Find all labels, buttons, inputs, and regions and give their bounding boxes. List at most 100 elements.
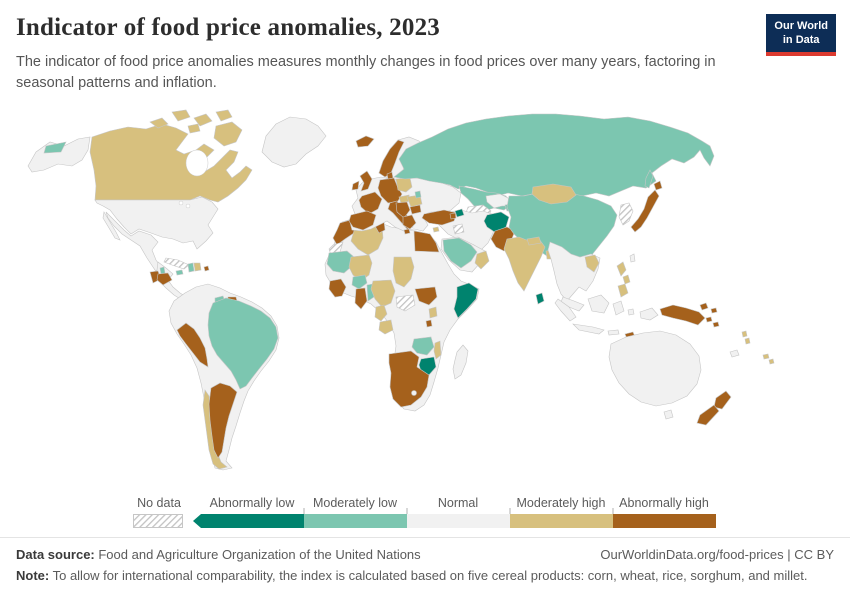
country-puerto-rico[interactable] — [203, 265, 210, 272]
country-armenia[interactable] — [449, 212, 457, 220]
country-cameroon[interactable] — [374, 304, 388, 322]
country-new-caledonia[interactable] — [729, 349, 740, 358]
legend-swatch-normal[interactable] — [407, 514, 510, 528]
country-mexico-baja[interactable] — [102, 211, 121, 241]
country-dominican-republic[interactable] — [193, 262, 202, 272]
country-egypt[interactable] — [413, 230, 440, 253]
country-vanuatu-1[interactable] — [741, 330, 748, 338]
country-indonesia-java[interactable] — [572, 323, 605, 335]
country-solomon-1[interactable] — [705, 316, 713, 323]
country-indonesia-moluccas[interactable] — [627, 308, 635, 316]
country-serbia[interactable] — [395, 201, 411, 219]
country-vanuatu-2[interactable] — [744, 337, 751, 345]
country-japan-hokkaido[interactable] — [653, 180, 663, 191]
country-zambia[interactable] — [411, 336, 435, 356]
country-new-zealand-south[interactable] — [696, 404, 720, 426]
country-peru[interactable] — [176, 322, 209, 368]
legend-swatch-abnormally-high[interactable] — [613, 514, 716, 528]
country-ghana[interactable] — [354, 287, 368, 310]
country-malawi[interactable] — [433, 340, 442, 360]
country-bulgaria[interactable] — [409, 204, 422, 215]
country-saudi-arabia[interactable] — [442, 237, 478, 269]
country-haiti[interactable] — [187, 262, 195, 273]
country-burkina-faso[interactable] — [351, 274, 368, 290]
legend-swatch-moderately-low[interactable] — [304, 514, 407, 528]
country-oman[interactable] — [474, 250, 490, 270]
country-greece[interactable] — [402, 214, 417, 230]
country-denmark[interactable] — [386, 171, 394, 180]
country-somalia[interactable] — [453, 282, 479, 319]
country-russia[interactable] — [393, 113, 715, 197]
country-mauritania[interactable] — [326, 250, 355, 274]
country-guinea[interactable] — [328, 278, 347, 298]
country-indonesia-sulawesi[interactable] — [612, 300, 625, 316]
country-sri-lanka[interactable] — [535, 292, 545, 305]
country-fiji-1[interactable] — [762, 353, 770, 360]
country-north-korea[interactable] — [618, 202, 634, 226]
country-syria[interactable] — [452, 223, 465, 235]
country-japan-honshu[interactable] — [630, 189, 660, 233]
country-canada-island1[interactable] — [149, 117, 169, 129]
legend-color-bar[interactable] — [193, 508, 716, 528]
legend-swatch-abnormally-low[interactable] — [193, 514, 304, 528]
owid-link[interactable]: OurWorldinData.org/food-prices | CC BY — [600, 547, 834, 562]
country-belize[interactable] — [159, 266, 166, 275]
country-indonesia-west-papua[interactable] — [639, 307, 659, 321]
country-laos[interactable] — [584, 254, 600, 273]
country-philippines-mindanao[interactable] — [617, 283, 629, 298]
country-papua-new-guinea[interactable] — [659, 304, 706, 326]
country-solomon-2[interactable] — [712, 321, 720, 328]
country-gabon[interactable] — [378, 319, 394, 335]
country-brazil[interactable] — [207, 297, 279, 390]
country-iceland[interactable] — [355, 135, 375, 148]
country-ireland[interactable] — [351, 180, 360, 191]
country-chad[interactable] — [392, 256, 415, 288]
country-new-zealand-north[interactable] — [713, 390, 732, 410]
country-fiji-2[interactable] — [768, 358, 775, 365]
owid-url[interactable]: OurWorldinData.org/food-prices | CC BY — [600, 547, 834, 562]
country-honduras[interactable] — [156, 272, 173, 286]
country-taiwan[interactable] — [629, 253, 636, 263]
country-spain[interactable] — [348, 210, 377, 231]
country-canada-island2[interactable] — [171, 109, 191, 122]
country-south-africa[interactable] — [388, 350, 430, 408]
country-moldova[interactable] — [414, 190, 422, 199]
country-canada-island3[interactable] — [193, 113, 213, 127]
country-canada-island4[interactable] — [215, 109, 233, 122]
country-greenland[interactable] — [261, 116, 327, 168]
country-france[interactable] — [358, 191, 383, 215]
country-alaska[interactable] — [27, 136, 91, 173]
country-madagascar[interactable] — [452, 344, 469, 380]
country-india[interactable] — [503, 236, 546, 292]
country-canada[interactable] — [89, 123, 253, 203]
country-nigeria[interactable] — [370, 279, 396, 308]
country-cuba[interactable] — [163, 257, 190, 270]
legend-swatch-moderately-high[interactable] — [510, 514, 613, 528]
country-united-kingdom[interactable] — [359, 170, 373, 192]
country-philippines-luzon[interactable] — [616, 261, 627, 277]
country-jamaica[interactable] — [175, 269, 184, 276]
country-indonesia-sumatra[interactable] — [554, 298, 577, 322]
country-canada-baffin[interactable] — [213, 121, 243, 147]
country-central-african-republic[interactable] — [395, 294, 416, 312]
country-indonesia-lesser-sunda[interactable] — [607, 329, 620, 336]
country-philippines-visayas[interactable] — [622, 274, 631, 285]
country-russia-chukotka[interactable] — [43, 141, 67, 154]
country-argentina[interactable] — [208, 382, 238, 459]
country-mongolia[interactable] — [531, 183, 577, 205]
country-usa[interactable] — [94, 196, 219, 250]
country-nepal[interactable] — [526, 236, 542, 246]
country-south-sudan[interactable] — [414, 286, 438, 306]
country-png-island1[interactable] — [699, 302, 709, 311]
country-png-island2[interactable] — [710, 307, 718, 314]
country-turkey[interactable] — [421, 209, 458, 226]
country-australia[interactable] — [608, 330, 702, 407]
country-uganda[interactable] — [428, 306, 438, 319]
country-cyprus[interactable] — [432, 226, 440, 233]
country-azerbaijan[interactable] — [454, 208, 465, 218]
country-germany[interactable] — [377, 177, 403, 204]
country-lesotho[interactable] — [411, 390, 417, 396]
country-canada-island5[interactable] — [187, 123, 201, 134]
legend-no-data-swatch[interactable] — [133, 514, 183, 528]
country-italy-sicily[interactable] — [403, 228, 411, 235]
